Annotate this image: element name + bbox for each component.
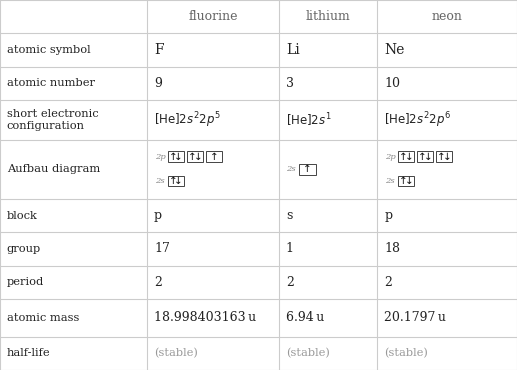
- Text: ↓: ↓: [404, 151, 413, 161]
- Text: ↓: ↓: [174, 176, 183, 186]
- Text: [He]2$s^2$2$p^6$: [He]2$s^2$2$p^6$: [384, 110, 451, 130]
- Text: ↑: ↑: [303, 164, 312, 174]
- Text: atomic symbol: atomic symbol: [7, 45, 90, 55]
- Text: group: group: [7, 244, 41, 254]
- Text: ↑: ↑: [418, 151, 427, 161]
- Text: 18: 18: [384, 242, 400, 255]
- Bar: [299, 164, 316, 175]
- Text: ↓: ↓: [443, 151, 451, 161]
- Text: s: s: [286, 209, 292, 222]
- Text: block: block: [7, 211, 37, 221]
- Bar: [168, 151, 184, 162]
- Text: 2: 2: [154, 276, 162, 289]
- Text: ↓: ↓: [423, 151, 432, 161]
- Text: Aufbau diagram: Aufbau diagram: [7, 164, 100, 174]
- Text: (stable): (stable): [384, 348, 428, 359]
- Text: 6.94 u: 6.94 u: [286, 311, 324, 324]
- Text: p: p: [384, 209, 392, 222]
- Bar: [168, 176, 184, 186]
- Text: 9: 9: [154, 77, 162, 90]
- Text: ↑: ↑: [437, 151, 446, 161]
- Text: 1: 1: [286, 242, 294, 255]
- Text: lithium: lithium: [306, 10, 351, 23]
- Text: ↓: ↓: [174, 151, 183, 161]
- Text: ↓: ↓: [193, 151, 202, 161]
- Text: short electronic
configuration: short electronic configuration: [7, 109, 98, 131]
- Text: 2s: 2s: [155, 177, 164, 185]
- Bar: [398, 176, 414, 186]
- Text: [He]2$s^1$: [He]2$s^1$: [286, 111, 331, 129]
- Text: (stable): (stable): [154, 348, 198, 359]
- Text: Ne: Ne: [384, 43, 404, 57]
- Bar: [187, 151, 203, 162]
- Text: 2: 2: [286, 276, 294, 289]
- Text: atomic mass: atomic mass: [7, 313, 79, 323]
- Text: 18.998403163 u: 18.998403163 u: [154, 311, 256, 324]
- Text: atomic number: atomic number: [7, 78, 95, 88]
- Text: ↑: ↑: [210, 151, 218, 161]
- Text: neon: neon: [432, 10, 463, 23]
- Bar: [206, 151, 222, 162]
- Text: Li: Li: [286, 43, 300, 57]
- Text: p: p: [154, 209, 162, 222]
- Text: 2s: 2s: [286, 165, 296, 174]
- Text: ↑: ↑: [399, 176, 407, 186]
- Text: ↓: ↓: [404, 176, 413, 186]
- Bar: [398, 151, 414, 162]
- Text: 20.1797 u: 20.1797 u: [384, 311, 446, 324]
- Text: 2p: 2p: [385, 152, 396, 161]
- Text: 17: 17: [154, 242, 170, 255]
- Text: period: period: [7, 278, 44, 287]
- Text: (stable): (stable): [286, 348, 330, 359]
- Text: ↑: ↑: [169, 151, 177, 161]
- Bar: [436, 151, 452, 162]
- Text: ↑: ↑: [169, 176, 177, 186]
- Text: F: F: [154, 43, 164, 57]
- Text: fluorine: fluorine: [189, 10, 238, 23]
- Text: [He]2$s^2$2$p^5$: [He]2$s^2$2$p^5$: [154, 110, 221, 130]
- Text: ↑: ↑: [188, 151, 196, 161]
- Text: 3: 3: [286, 77, 294, 90]
- Text: 2: 2: [384, 276, 392, 289]
- Text: 2s: 2s: [385, 177, 394, 185]
- Text: 2p: 2p: [155, 152, 165, 161]
- Text: 10: 10: [384, 77, 400, 90]
- Text: half-life: half-life: [7, 348, 50, 358]
- Bar: [417, 151, 433, 162]
- Text: ↑: ↑: [399, 151, 407, 161]
